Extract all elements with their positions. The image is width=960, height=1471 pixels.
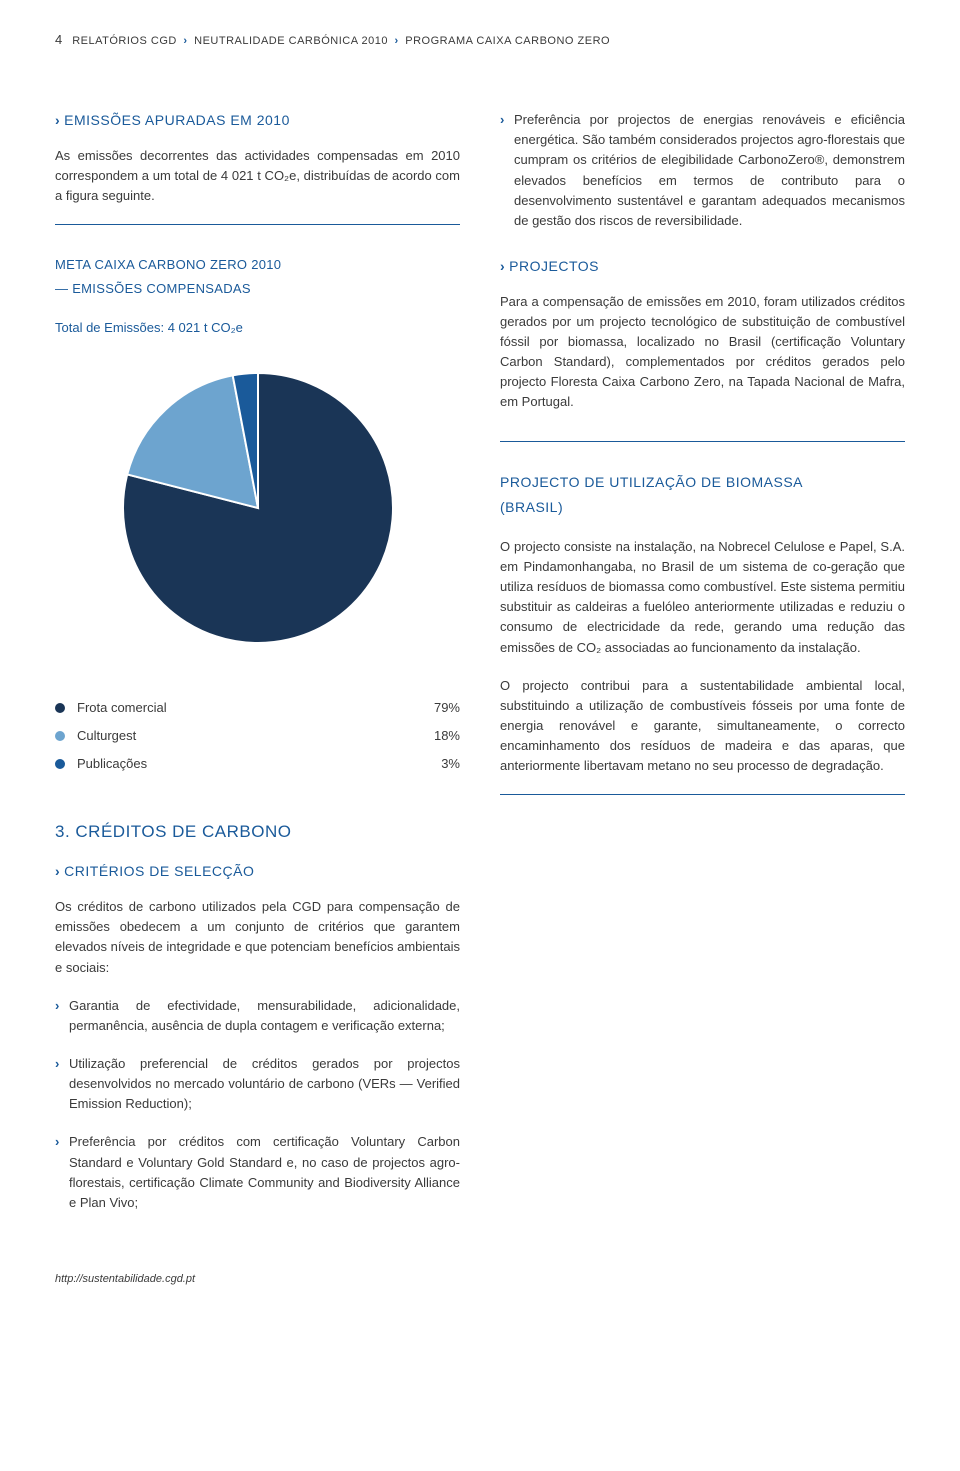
heading-text: PROJECTOS: [509, 258, 599, 274]
meta-subtitle: — EMISSÕES COMPENSADAS: [55, 279, 460, 299]
heading-text: CRITÉRIOS DE SELECÇÃO: [64, 863, 254, 879]
breadcrumb: RELATÓRIOS CGD › NEUTRALIDADE CARBÓNICA …: [72, 33, 610, 50]
bullet-item: Preferência por créditos com certificaçã…: [55, 1132, 460, 1213]
breadcrumb-part: RELATÓRIOS CGD: [72, 35, 177, 47]
legend-dot-icon: [55, 731, 65, 741]
breadcrumb-part: NEUTRALIDADE CARBÓNICA 2010: [194, 35, 388, 47]
box-subtitle: (BRASIL): [500, 497, 905, 519]
divider: [500, 794, 905, 795]
legend-label: Publicações: [77, 754, 431, 774]
page-header: 4 RELATÓRIOS CGD › NEUTRALIDADE CARBÓNIC…: [55, 30, 905, 50]
page-number: 4: [55, 30, 62, 50]
section-heading-projectos: ›PROJECTOS: [500, 256, 905, 278]
divider: [500, 441, 905, 442]
legend-row: Publicações 3%: [55, 754, 460, 774]
projectos-paragraph: Para a compensação de emissões em 2010, …: [500, 292, 905, 413]
pie-legend: Frota comercial 79% Culturgest 18% Publi…: [55, 698, 460, 774]
legend-value: 18%: [434, 726, 460, 746]
box-paragraph: O projecto contribui para a sustentabili…: [500, 676, 905, 777]
legend-dot-icon: [55, 759, 65, 769]
section-heading-emissoes: ›EMISSÕES APURADAS EM 2010: [55, 110, 460, 132]
box-title: PROJECTO DE UTILIZAÇÃO DE BIOMASSA: [500, 472, 905, 494]
legend-dot-icon: [55, 703, 65, 713]
legend-row: Frota comercial 79%: [55, 698, 460, 718]
divider: [55, 224, 460, 225]
chevron-icon: ›: [183, 35, 187, 47]
chevron-icon: ›: [395, 35, 399, 47]
meta-title: META CAIXA CARBONO ZERO 2010: [55, 255, 460, 275]
pie-chart: [55, 358, 460, 658]
legend-value: 3%: [441, 754, 460, 774]
total-emissions-label: Total de Emissões: 4 021 t CO₂e: [55, 318, 460, 338]
chevron-icon: ›: [55, 863, 60, 879]
legend-label: Frota comercial: [77, 698, 424, 718]
pie-chart-svg: [108, 358, 408, 658]
chevron-icon: ›: [500, 258, 505, 274]
section-title-creditos: 3. CRÉDITOS DE CARBONO: [55, 819, 460, 845]
footer-url: http://sustentabilidade.cgd.pt: [55, 1271, 905, 1288]
breadcrumb-part: PROGRAMA CAIXA CARBONO ZERO: [405, 35, 610, 47]
legend-value: 79%: [434, 698, 460, 718]
box-paragraph: O projecto consiste na instalação, na No…: [500, 537, 905, 658]
left-column: ›EMISSÕES APURADAS EM 2010 As emissões d…: [55, 110, 460, 1231]
chevron-icon: ›: [55, 112, 60, 128]
intro-paragraph: As emissões decorrentes das actividades …: [55, 146, 460, 206]
legend-label: Culturgest: [77, 726, 424, 746]
right-column: Preferência por projectos de energias re…: [500, 110, 905, 1231]
bullet-item: Preferência por projectos de energias re…: [500, 110, 905, 231]
heading-text: EMISSÕES APURADAS EM 2010: [64, 112, 290, 128]
bullet-item: Garantia de efectividade, mensurabilidad…: [55, 996, 460, 1036]
bullet-item: Utilização preferencial de créditos gera…: [55, 1054, 460, 1114]
section-heading-criterios: ›CRITÉRIOS DE SELECÇÃO: [55, 861, 460, 883]
legend-row: Culturgest 18%: [55, 726, 460, 746]
criterios-paragraph: Os créditos de carbono utilizados pela C…: [55, 897, 460, 978]
